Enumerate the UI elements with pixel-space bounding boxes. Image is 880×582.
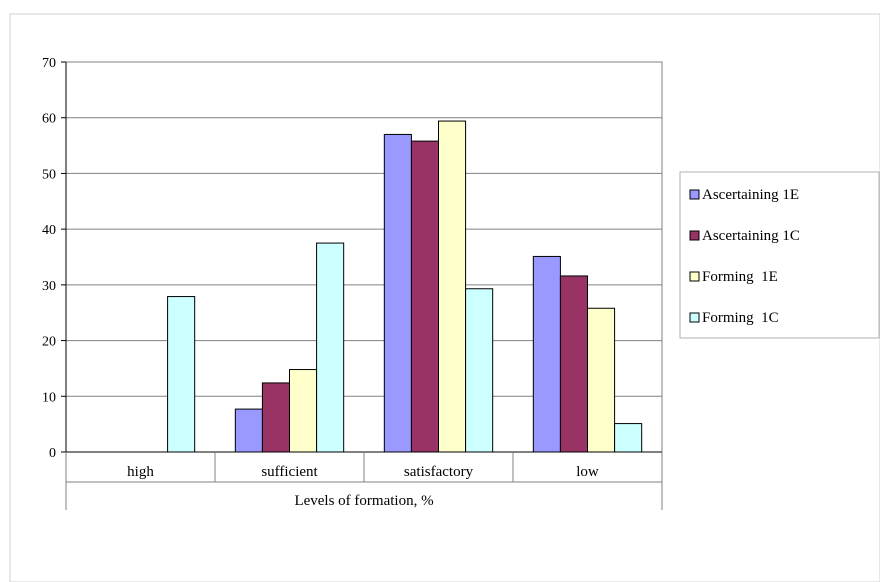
x-axis-title: Levels of formation, %: [294, 493, 433, 509]
y-tick-label: 50: [42, 167, 56, 182]
x-category-label: low: [576, 464, 599, 480]
bar: [532, 255, 561, 453]
legend-box: [679, 171, 880, 339]
legend-label: Ascertaining 1E: [702, 187, 799, 203]
legend: Ascertaining 1E Ascertaining 1C Forming 1E…: [679, 171, 880, 339]
bar: [261, 382, 290, 453]
legend-swatch: [689, 230, 700, 241]
y-tick-label: 40: [42, 223, 56, 238]
legend-swatch: [689, 189, 700, 200]
y-tick-label: 60: [42, 112, 56, 127]
x-category-label: satisfactory: [404, 464, 474, 480]
y-tick-label: 0: [49, 446, 56, 461]
x-category-label: sufficient: [261, 464, 318, 480]
legend-label: Ascertaining 1C: [702, 228, 800, 244]
bar: [167, 296, 196, 453]
legend-label: Forming 1C: [702, 310, 779, 326]
bar: [614, 423, 643, 453]
bar: [234, 408, 263, 453]
bar: [465, 288, 494, 453]
bar: [559, 275, 589, 453]
y-tick-label: 20: [42, 335, 56, 350]
bars: [167, 120, 643, 453]
bar: [410, 140, 439, 453]
x-category-label: high: [127, 464, 154, 480]
bar: [587, 307, 616, 453]
y-tick-label: 10: [42, 390, 56, 405]
axes: 0 10 20 30 40 50 60 70 high sufficient satisfactor…: [42, 56, 663, 510]
y-tick-label: 30: [42, 279, 56, 294]
legend-label: Forming 1E: [702, 269, 778, 285]
bar: [289, 369, 318, 453]
bar: [438, 120, 467, 453]
legend-swatch: [689, 312, 700, 323]
bar: [383, 133, 412, 453]
bar: [316, 242, 345, 453]
y-tick-label: 70: [42, 56, 56, 71]
legend-swatch: [689, 271, 700, 282]
